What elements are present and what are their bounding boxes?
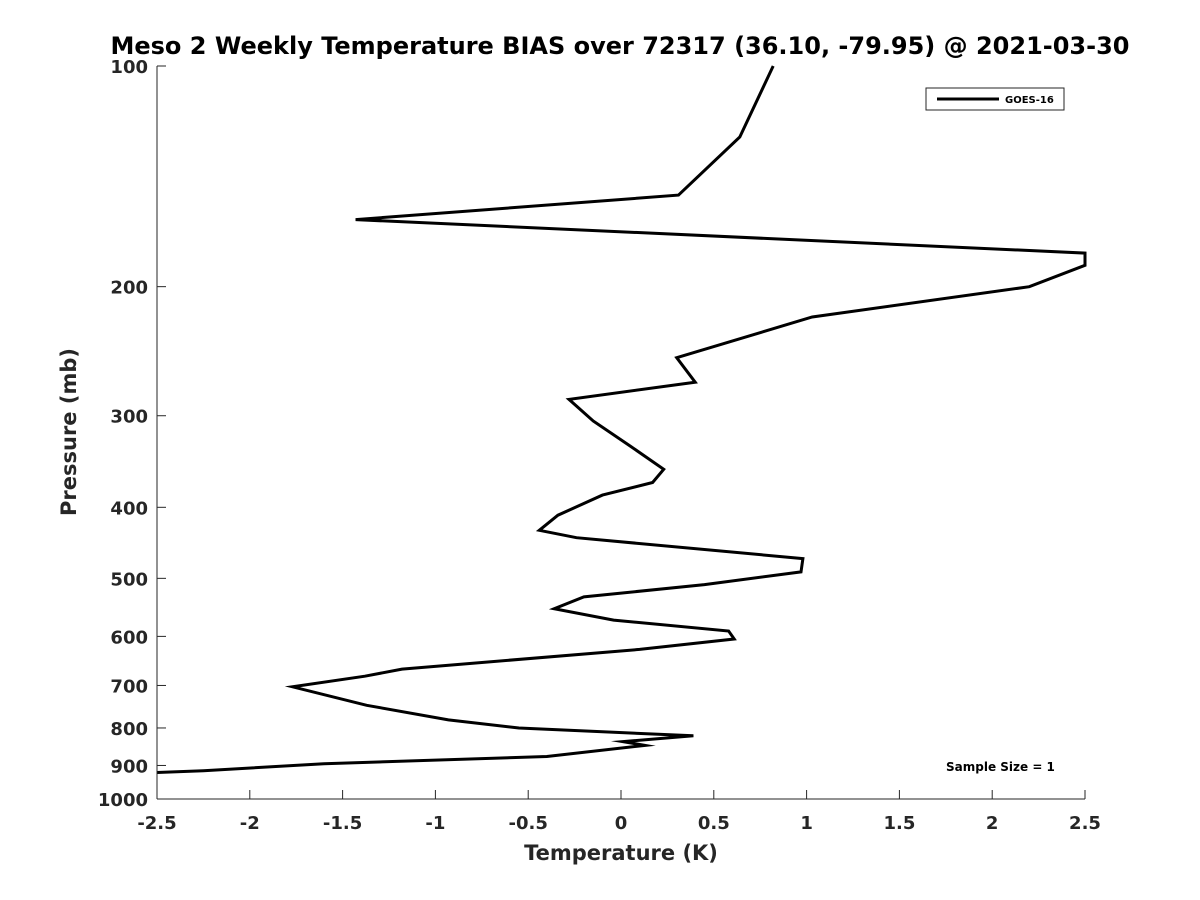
- x-tick-label: 2: [986, 813, 999, 834]
- x-tick-label: -2: [240, 813, 260, 834]
- chart-title: Meso 2 Weekly Temperature BIAS over 7231…: [110, 32, 1129, 60]
- y-axis-label: Pressure (mb): [57, 348, 81, 516]
- x-tick-label: -1: [425, 813, 445, 834]
- y-axis-ticks: 100 200 300 400 500 600 700 800 900 1000: [98, 57, 166, 811]
- legend-label-goes-16: GOES-16: [1005, 95, 1054, 106]
- x-tick-label: -1.5: [323, 813, 362, 834]
- sample-size-annotation: Sample Size = 1: [946, 760, 1055, 774]
- x-tick-label: 1: [800, 813, 813, 834]
- x-tick-label: -0.5: [509, 813, 548, 834]
- y-tick-label: 200: [110, 278, 148, 299]
- y-tick-label: 1000: [98, 790, 148, 811]
- y-tick-label: 800: [110, 719, 148, 740]
- y-tick-label: 600: [110, 627, 148, 648]
- y-tick-label: 700: [110, 676, 148, 697]
- y-tick-label: 500: [110, 569, 148, 590]
- y-tick-label: 900: [110, 756, 148, 777]
- x-tick-label: 0: [615, 813, 628, 834]
- series-line-goes-16: [156, 65, 1087, 774]
- x-axis-ticks: -2.5 -2 -1.5 -1 -0.5 0 0.5 1 1.5 2 2.5: [137, 790, 1101, 834]
- plot-area: [156, 65, 1087, 774]
- y-tick-label: 400: [110, 498, 148, 519]
- x-tick-label: 2.5: [1069, 813, 1101, 834]
- y-tick-label: 300: [110, 407, 148, 428]
- x-tick-label: -2.5: [137, 813, 176, 834]
- x-tick-label: 0.5: [698, 813, 730, 834]
- x-tick-label: 1.5: [883, 813, 915, 834]
- y-tick-label: 100: [110, 57, 148, 78]
- x-axis-label: Temperature (K): [524, 841, 718, 865]
- legend: GOES-16: [925, 87, 1065, 111]
